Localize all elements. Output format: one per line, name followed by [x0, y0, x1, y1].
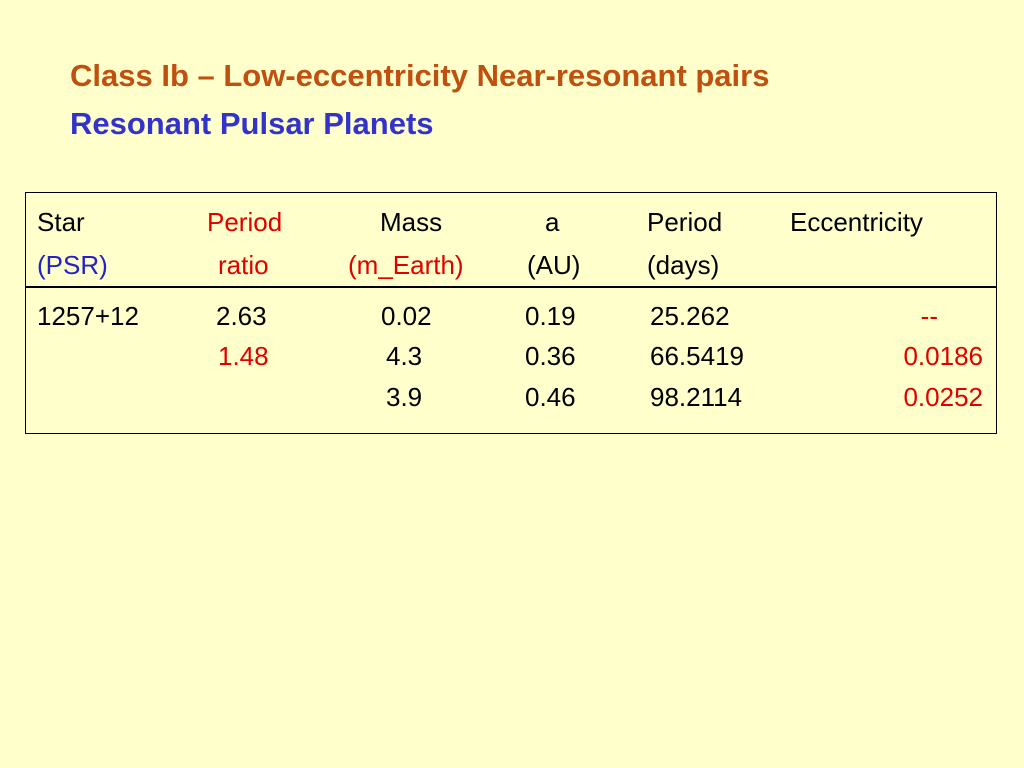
table-cell: 0.0186: [903, 341, 983, 371]
table-cell: 66.5419: [650, 341, 744, 371]
header-cell: (PSR): [37, 250, 108, 280]
header-cell: (m_Earth): [348, 250, 464, 280]
header-cell: Period: [207, 207, 283, 237]
table-cell: 2.63: [216, 301, 267, 331]
title: Class Ib – Low-eccentricity Near-resonan…: [70, 58, 770, 93]
header-cell: a: [545, 207, 560, 237]
table-cell: 0.02: [381, 301, 432, 331]
header-cell: Eccentricity: [790, 207, 923, 237]
table-cell: 25.262: [650, 301, 730, 331]
table-cell: 98.2114: [650, 382, 743, 412]
header-cell: Mass: [380, 207, 443, 237]
table-cell: 0.0252: [903, 382, 983, 412]
header-cell: Period: [647, 207, 723, 237]
table-cell: 0.46: [525, 382, 576, 412]
subtitle: Resonant Pulsar Planets: [70, 106, 434, 141]
header-cell: (days): [647, 250, 720, 280]
table-cell: 0.19: [525, 301, 576, 331]
table-cell: 3.9: [386, 382, 423, 412]
header-cell: (AU): [527, 250, 581, 280]
header-cell: Star: [37, 207, 85, 237]
table-cell: --: [920, 301, 938, 331]
header-divider: [25, 286, 997, 288]
header-cell: ratio: [218, 250, 269, 280]
table-cell: 1257+12: [37, 301, 139, 331]
table-cell: 4.3: [386, 341, 423, 371]
table-cell: 1.48: [218, 341, 269, 371]
table-cell: 0.36: [525, 341, 576, 371]
table-border: [25, 192, 997, 434]
